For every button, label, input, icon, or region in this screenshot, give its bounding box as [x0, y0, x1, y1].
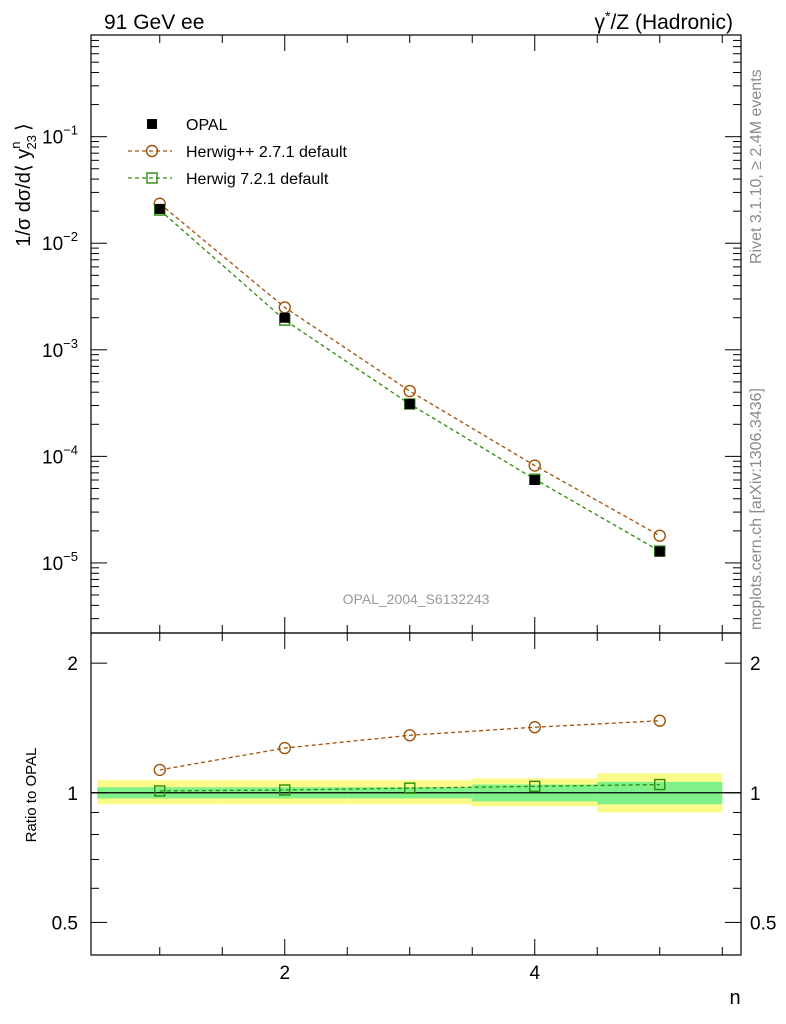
ratio-point-herwigpp-4	[528, 721, 541, 734]
ratio-plot-frame	[90, 632, 742, 956]
legend: OPAL Herwig++ 2.7.1 default Herwig 7.2.1 d…	[128, 117, 348, 188]
mcplots-label: mcplots.cern.ch [arXiv:1306.3436]	[748, 388, 765, 630]
rivet-label: Rivet 3.1.10, ≥ 2.4M events	[748, 69, 765, 264]
point-herwigpp-3	[403, 384, 416, 398]
ratio-point-herwig7-5	[654, 778, 666, 791]
header-left: 91 GeV ee	[104, 11, 204, 34]
y-tick-label: 10−3	[42, 336, 78, 362]
point-opal-4	[529, 475, 540, 486]
ratio-y-tick-label: 0.5	[52, 913, 78, 934]
ratio-point-herwig7-1	[154, 785, 166, 797]
series-line-herwigpp	[159, 203, 661, 537]
legend-label-herwig7: Herwig 7.2.1 default	[186, 171, 329, 188]
ratio-point-herwigpp-2	[278, 741, 291, 755]
legend-marker-herwigpp	[145, 144, 159, 158]
analysis-watermark: OPAL_2004_S6132243	[343, 591, 490, 607]
ratio-line-herwigpp	[159, 720, 660, 771]
ratio-y-tick-label-right: 1	[750, 784, 761, 805]
main-panel: 10−1 10−2 10−3 10−4 10−5	[42, 34, 742, 634]
y-tick-label: 10−1	[42, 123, 78, 149]
ratio-point-herwig7-4	[529, 780, 541, 793]
point-herwigpp-4	[528, 459, 541, 472]
x-tick-label: 2	[279, 963, 290, 984]
x-axis-label: n	[729, 987, 740, 1009]
x-tick-label: 4	[529, 963, 540, 984]
ratio-point-herwig7-3	[404, 782, 416, 794]
header-right: γ*/Z (Hadronic)	[595, 8, 733, 34]
point-herwigpp-5	[653, 529, 666, 542]
point-opal-1	[154, 203, 165, 214]
y-tick-label: 10−4	[42, 442, 78, 468]
series-line-herwig7	[159, 209, 661, 552]
y-tick-label: 10−5	[42, 549, 78, 575]
ratio-y-tick-label: 1	[67, 784, 78, 805]
ratio-y-tick-label-right: 0.5	[750, 913, 776, 934]
legend-marker-opal	[147, 119, 157, 129]
ratio-point-herwigpp-3	[403, 729, 416, 742]
legend-marker-herwig7	[146, 172, 158, 184]
y-tick-label: 10−2	[42, 229, 78, 255]
point-opal-3	[404, 399, 415, 410]
point-opal-2	[279, 312, 290, 323]
point-opal-5	[654, 546, 665, 557]
legend-label-herwigpp: Herwig++ 2.7.1 default	[186, 144, 348, 161]
ratio-point-herwig7-2	[279, 784, 291, 796]
ratio-line-herwig7	[159, 783, 660, 792]
ratio-y-axis-label: Ratio to OPAL	[23, 748, 40, 843]
ratio-y-tick-label: 2	[67, 654, 78, 675]
ratio-point-herwigpp-1	[153, 763, 166, 777]
ratio-y-tick-label-right: 2	[750, 654, 761, 675]
ratio-point-herwigpp-5	[653, 714, 666, 727]
y-axis-label: 1/σ dσ/d⟨ yn23⟩	[8, 123, 39, 247]
ratio-panel: 0.5 0.5 1 1 2 2 2 4	[52, 632, 776, 984]
legend-label-opal: OPAL	[186, 117, 228, 134]
